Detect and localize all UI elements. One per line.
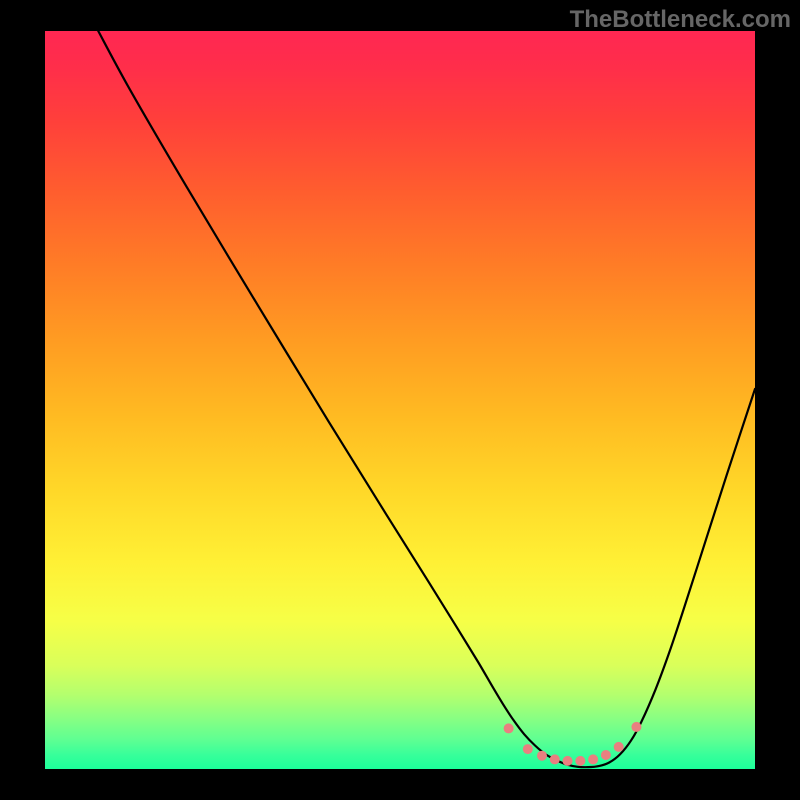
- plot-area: [45, 31, 755, 769]
- watermark-text: TheBottleneck.com: [570, 6, 791, 34]
- chart-container: TheBottleneck.com: [0, 0, 800, 800]
